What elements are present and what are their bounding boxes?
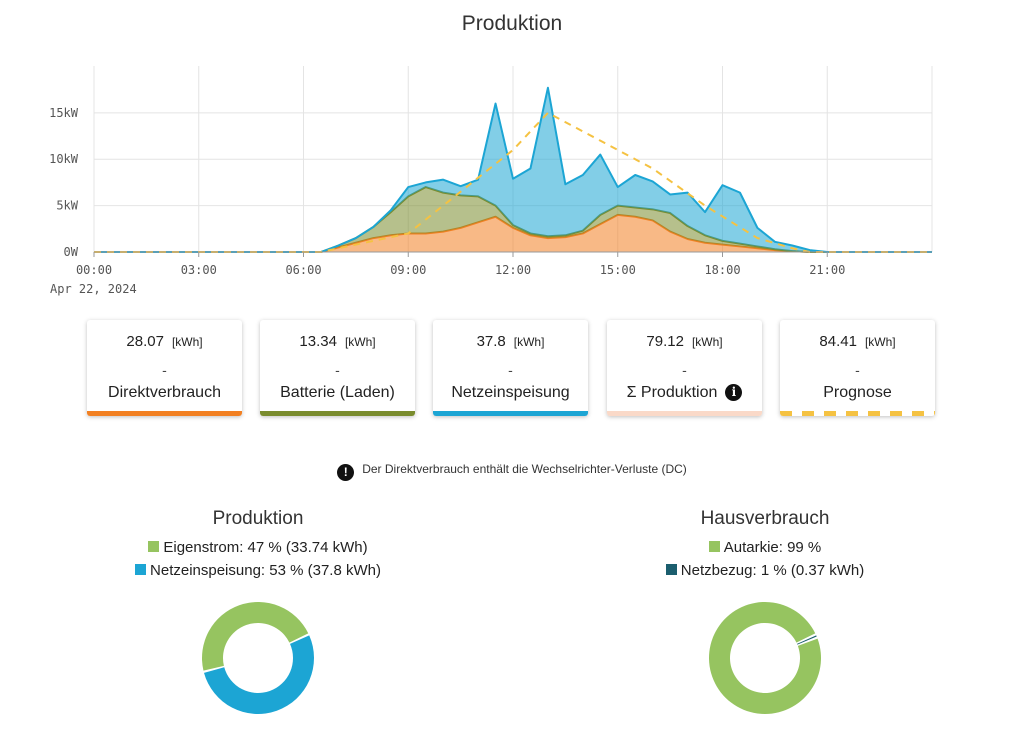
legend-swatch <box>708 541 720 552</box>
donut-slice[interactable] <box>203 635 314 714</box>
pie-title: Hausverbrauch <box>700 508 830 529</box>
x-tick-label: 18:00 <box>704 263 740 277</box>
card-prognose[interactable]: 84.41 [kWh] - Prognose <box>780 320 935 416</box>
x-tick-label: 15:00 <box>600 263 636 277</box>
donut-slice[interactable] <box>709 602 821 715</box>
x-tick-label: 00:00 <box>76 263 112 277</box>
card-batterie[interactable]: 13.34 [kWh] - Batterie (Laden) <box>260 320 415 416</box>
pie-produktion: Produktion Eigenstrom: 47 % (33.74 kWh) … <box>58 508 458 582</box>
donut-hausverbrauch <box>709 602 821 715</box>
card-dash: - <box>162 362 167 378</box>
legend-item[interactable]: Eigenstrom: 47 % (33.74 kWh) <box>58 536 458 559</box>
card-dash: - <box>508 362 513 378</box>
x-tick-label: 21:00 <box>809 263 845 277</box>
card-label: Direktverbrauch <box>108 384 221 401</box>
pie-hausverbrauch: Hausverbrauch Autarkie: 99 % Netzbezug: … <box>565 508 965 582</box>
date-label: Apr 22, 2024 <box>50 282 137 296</box>
legend-item[interactable]: Netzeinspeisung: 53 % (37.8 kWh) <box>58 559 458 582</box>
x-tick-label: 12:00 <box>495 263 531 277</box>
card-dash: - <box>335 362 340 378</box>
card-label: Batterie (Laden) <box>280 384 395 401</box>
y-tick-label: 0W <box>64 245 79 259</box>
card-netzeinspeisung[interactable]: 37.8 [kWh] - Netzeinspeisung <box>433 320 588 416</box>
card-summe-produktion[interactable]: 79.12 [kWh] - Σ Produktion i <box>607 320 762 416</box>
y-tick-label: 15kW <box>49 106 79 120</box>
card-value: 79.12 [kWh] <box>646 333 723 350</box>
exclamation-icon: ! <box>337 464 355 481</box>
donut-slice[interactable] <box>797 635 817 645</box>
legend-item[interactable]: Netzbezug: 1 % (0.37 kWh) <box>565 559 965 582</box>
area-netzeinspeisung <box>94 87 932 253</box>
card-color-bar <box>433 411 588 416</box>
card-dash: - <box>682 362 687 378</box>
card-color-bar <box>607 411 762 416</box>
y-tick-label: 5kW <box>56 199 78 213</box>
card-value: 84.41 [kWh] <box>819 333 896 350</box>
chart-title: Produktion <box>461 12 563 35</box>
legend-swatch <box>148 541 160 552</box>
card-direktverbrauch[interactable]: 28.07 [kWh] - Direktverbrauch <box>87 320 242 416</box>
info-icon[interactable]: i <box>725 384 743 401</box>
card-value: 13.34 [kWh] <box>299 333 376 350</box>
legend-swatch <box>135 564 147 575</box>
info-note: ! Der Direktverbrauch enthält die Wechsel… <box>0 462 1024 481</box>
card-label: Prognose <box>823 384 892 401</box>
card-value: 28.07 [kWh] <box>126 333 203 350</box>
production-chart: 00:00 03:00 06:00 09:00 12:00 15:00 18:00 21:00… <box>49 66 933 277</box>
card-color-bar <box>87 411 242 416</box>
donut-slice[interactable] <box>202 602 309 671</box>
pie-title: Produktion <box>212 508 304 529</box>
card-value: 37.8 [kWh] <box>476 333 545 350</box>
card-label: Netzeinspeisung <box>451 384 570 401</box>
x-tick-label: 06:00 <box>285 263 321 277</box>
y-tick-label: 10kW <box>49 152 79 166</box>
legend-item[interactable]: Autarkie: 99 % <box>565 536 965 559</box>
donut-produktion <box>202 602 314 714</box>
card-color-bar <box>780 411 935 416</box>
card-label: Σ Produktion i <box>607 384 762 402</box>
x-tick-label: 03:00 <box>181 263 217 277</box>
line-prognose <box>94 111 932 253</box>
card-color-bar <box>260 411 415 416</box>
x-tick-label: 09:00 <box>390 263 426 277</box>
area-direktverbrauch <box>94 214 932 252</box>
card-dash: - <box>855 362 860 378</box>
line-netzeinspeisung <box>94 86 932 253</box>
legend-swatch <box>665 564 677 575</box>
note-text: Der Direktverbrauch enthält die Wechselr… <box>362 462 687 476</box>
summary-cards: 28.07 [kWh] - Direktverbrauch 13.34 [kWh] … <box>87 320 937 416</box>
